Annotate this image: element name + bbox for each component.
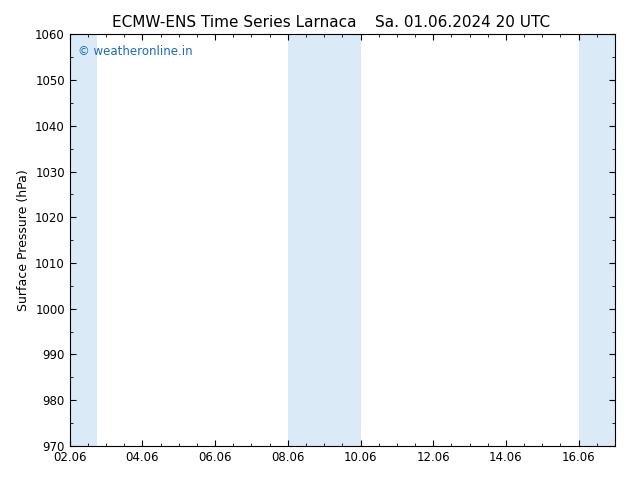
Bar — [288, 34, 361, 446]
Y-axis label: Surface Pressure (hPa): Surface Pressure (hPa) — [16, 169, 30, 311]
Bar — [579, 34, 615, 446]
Text: Sa. 01.06.2024 20 UTC: Sa. 01.06.2024 20 UTC — [375, 15, 550, 30]
Text: © weatheronline.in: © weatheronline.in — [78, 45, 193, 58]
Bar — [70, 34, 97, 446]
Text: ECMW-ENS Time Series Larnaca: ECMW-ENS Time Series Larnaca — [112, 15, 357, 30]
